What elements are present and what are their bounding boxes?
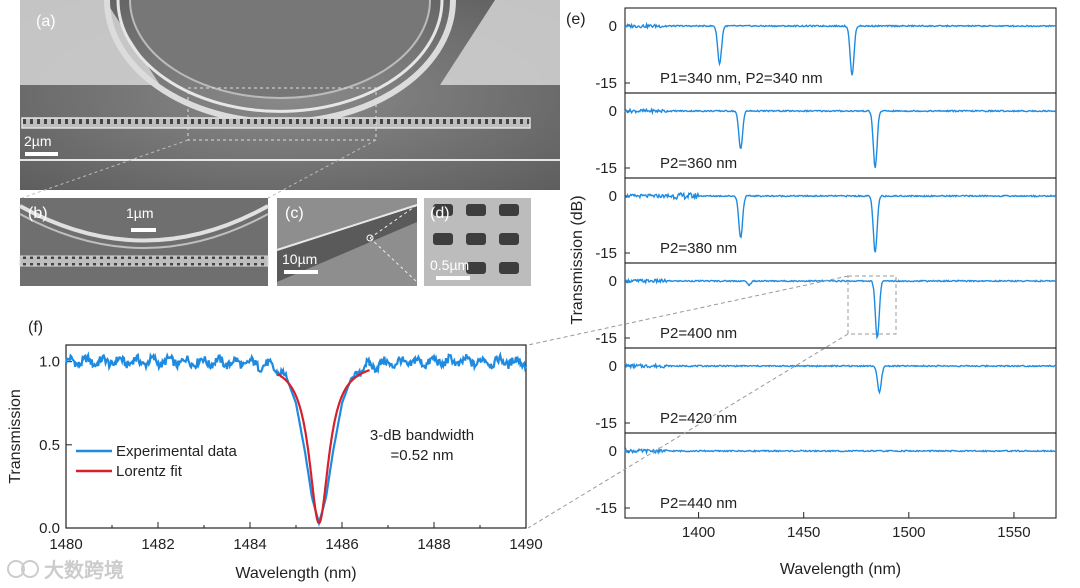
chart-f-xtick-label: 1484 <box>233 536 266 553</box>
chart-e-subplot-label: P1=340 nm, P2=340 nm <box>660 70 823 87</box>
chart-e-ytick-label: 0 <box>609 443 617 460</box>
chart-e-xtick-label: 1400 <box>682 524 715 541</box>
chart-e: 0 -15 P1=340 nm, P2=340 nm 0 -15 P2=360 nm 0 -1… <box>569 7 1057 578</box>
chart-e-ytick-label: 0 <box>609 18 617 35</box>
watermark-text: 大数跨境 <box>44 558 124 582</box>
panel-d-sem: (d) 0.5µm <box>424 198 531 286</box>
chart-f-annotation-line2: =0.52 nm <box>391 447 454 464</box>
chart-f: 1480 1482 1484 1486 1488 1490 0.0 0.5 1.0 Wavelen… <box>7 344 543 582</box>
chart-e-trace <box>625 362 1057 395</box>
chart-f-series-experimental <box>64 351 528 528</box>
chart-e-xtick-label: 1550 <box>997 524 1030 541</box>
chart-e-subplot-frame <box>624 432 1057 519</box>
chart-f-xtick-label: 1482 <box>141 536 174 553</box>
chart-f-ytick-label: 1.0 <box>39 354 60 371</box>
chart-e-ytick-label: -15 <box>595 160 617 177</box>
chart-e-ylabel: Transmission (dB) <box>569 195 586 324</box>
chart-f-ylabel: Transmission <box>7 389 24 484</box>
chart-e-ytick-label: 0 <box>609 188 617 205</box>
chart-e-ytick-label: -15 <box>595 75 617 92</box>
panel-c-scalebar-label: 10µm <box>282 251 317 267</box>
chart-f-series-lorentz <box>277 369 370 525</box>
chart-e-xtick-label: 1500 <box>892 524 925 541</box>
chart-f-legend-lorentz: Lorentz fit <box>116 463 183 480</box>
chart-e-xlabel: Wavelength (nm) <box>780 561 901 578</box>
chart-e-subplot-label: P2=360 nm <box>660 155 737 172</box>
chart-e-ytick-label: -15 <box>595 330 617 347</box>
chart-e-trace <box>624 21 1057 76</box>
chart-e-subplot-label: P2=420 nm <box>660 410 737 427</box>
chart-e-trace <box>624 191 1057 253</box>
zoom-box <box>847 275 897 335</box>
panel-c-sem: (c) 10µm <box>276 198 418 286</box>
chart-e-trace <box>624 446 1056 456</box>
chart-f-xlabel: Wavelength (nm) <box>235 565 356 582</box>
chart-f-xtick-label: 1488 <box>417 536 450 553</box>
chart-e-ytick-label: -15 <box>595 415 617 432</box>
watermark: 大数跨境 <box>7 558 124 582</box>
chart-e-subplot-label: P2=440 nm <box>660 495 737 512</box>
panel-b-scalebar-label: 1µm <box>126 205 154 221</box>
panel-a-sem: (a) 2µm <box>20 0 560 190</box>
panel-b-label: (b) <box>28 205 48 222</box>
chart-e-xtick-label: 1450 <box>787 524 820 541</box>
chart-e-ytick-label: -15 <box>595 500 617 517</box>
panel-b-sem: (b) 1µm <box>19 198 269 286</box>
chart-f-xtick-label: 1486 <box>325 536 358 553</box>
chart-f-annotation-line1: 3-dB bandwidth <box>370 427 474 444</box>
chart-e-subplot-label: P2=400 nm <box>660 325 737 342</box>
panel-d-scalebar-label: 0.5µm <box>430 257 469 273</box>
chart-f-xtick-label: 1480 <box>49 536 82 553</box>
chart-e-ytick-label: 0 <box>609 358 617 375</box>
chart-f-xtick-label: 1490 <box>509 536 542 553</box>
chart-e-subplot-label: P2=380 nm <box>660 240 737 257</box>
panel-a-label: (a) <box>36 13 56 30</box>
panel-c-label: (c) <box>285 205 304 222</box>
chart-f-ytick-label: 0.5 <box>39 437 60 454</box>
chart-f-ytick-label: 0.0 <box>39 520 60 537</box>
chart-f-legend-experimental: Experimental data <box>116 443 238 460</box>
chart-e-trace <box>624 277 1057 340</box>
chart-e-trace <box>624 107 1057 168</box>
panel-e-label: (e) <box>566 11 586 28</box>
chart-e-ytick-label: 0 <box>609 273 617 290</box>
panel-f-label: (f) <box>28 319 43 336</box>
panel-d-label: (d) <box>430 205 450 222</box>
chart-e-ytick-label: -15 <box>595 245 617 262</box>
panel-a-scalebar-label: 2µm <box>24 133 52 149</box>
chart-e-ytick-label: 0 <box>609 103 617 120</box>
